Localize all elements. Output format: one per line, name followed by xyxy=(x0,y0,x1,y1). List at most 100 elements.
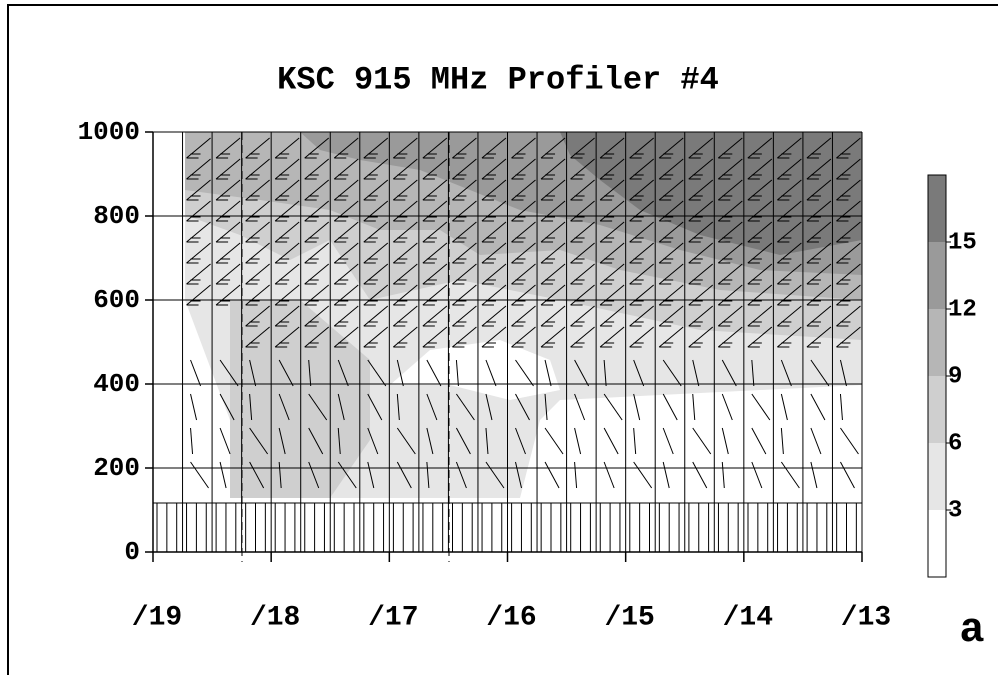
wind-barb xyxy=(747,242,773,264)
wind-barb xyxy=(215,158,241,180)
wind-barb xyxy=(544,393,548,421)
wind-barb xyxy=(658,221,684,243)
wind-barb xyxy=(810,461,818,489)
colorbar-band xyxy=(928,443,946,510)
wind-barb xyxy=(422,242,448,264)
wind-barb xyxy=(717,305,743,327)
wind-barb xyxy=(840,461,855,489)
wind-barb xyxy=(777,158,802,180)
wind-barb xyxy=(274,326,300,348)
wind-barb xyxy=(836,137,861,159)
wind-barb xyxy=(308,393,328,421)
wind-barb xyxy=(540,326,566,348)
wind-barb xyxy=(245,137,270,159)
wind-barb xyxy=(485,427,489,455)
wind-barb xyxy=(304,158,330,180)
wind-barb xyxy=(363,242,389,264)
wind-barb xyxy=(245,158,270,180)
colorbar-band xyxy=(928,242,946,309)
wind-barb xyxy=(747,200,773,222)
y-tick-label: 1000 xyxy=(78,117,140,147)
wind-barb xyxy=(245,221,270,243)
wind-barb xyxy=(190,427,194,455)
wind-barb xyxy=(570,200,595,222)
wind-barb xyxy=(363,263,389,285)
colorbar-band xyxy=(928,510,946,577)
wind-barb xyxy=(337,359,349,387)
wind-barb xyxy=(836,263,861,285)
wind-barb xyxy=(278,359,294,387)
wind-barb xyxy=(540,263,566,285)
wind-barb xyxy=(393,242,418,264)
wind-barb xyxy=(249,359,257,387)
wind-barb xyxy=(333,326,359,348)
wind-barb xyxy=(452,221,477,243)
wind-barb xyxy=(367,393,383,421)
wind-barb xyxy=(692,393,696,421)
wind-barb xyxy=(662,393,678,421)
wind-barb xyxy=(603,393,623,421)
wind-barb xyxy=(396,461,412,489)
wind-barb xyxy=(810,359,830,387)
wind-barb xyxy=(455,427,471,455)
wind-barb xyxy=(544,461,560,489)
wind-barb xyxy=(333,179,359,201)
wind-barb xyxy=(599,179,625,201)
wind-barb xyxy=(245,284,270,306)
wind-barb xyxy=(367,461,375,489)
wind-barb xyxy=(426,461,430,489)
wind-barb xyxy=(688,179,714,201)
wind-barb xyxy=(274,242,300,264)
wind-barb xyxy=(333,263,359,285)
wind-barb xyxy=(274,179,300,201)
wind-barb xyxy=(396,359,404,387)
wind-barb xyxy=(337,393,345,421)
wind-barb xyxy=(274,221,300,243)
colorbar-tick-label: 6 xyxy=(948,430,962,457)
wind-barb xyxy=(481,305,507,327)
wind-barb xyxy=(215,137,241,159)
wind-barb xyxy=(452,305,477,327)
wind-barb xyxy=(836,326,861,348)
wind-barb xyxy=(747,305,773,327)
wind-barb xyxy=(658,200,684,222)
wind-barb xyxy=(363,284,389,306)
y-tick-label: 600 xyxy=(93,285,140,315)
wind-barb xyxy=(570,284,595,306)
wind-barb xyxy=(304,179,330,201)
wind-barb xyxy=(422,263,448,285)
wind-barb xyxy=(599,200,625,222)
wind-barb xyxy=(717,263,743,285)
wind-barb xyxy=(511,242,536,264)
wind-barb xyxy=(806,221,832,243)
wind-barb xyxy=(806,200,832,222)
wind-barb xyxy=(540,242,566,264)
wind-barb xyxy=(806,326,832,348)
wind-barb xyxy=(274,305,300,327)
wind-barb xyxy=(515,393,530,421)
wind-barb xyxy=(511,263,536,285)
wind-barb xyxy=(717,200,743,222)
frame xyxy=(7,4,998,675)
wind-barb xyxy=(603,427,619,455)
wind-barb xyxy=(219,461,227,489)
x-tick-label: /13 xyxy=(841,602,891,633)
wind-barb xyxy=(599,326,625,348)
wind-barb xyxy=(363,221,389,243)
wind-barb xyxy=(540,158,566,180)
wind-barb xyxy=(186,284,211,306)
wind-barb xyxy=(363,179,389,201)
wind-barb xyxy=(747,221,773,243)
wind-barb xyxy=(836,179,861,201)
wind-barb xyxy=(692,427,712,455)
wind-barb xyxy=(658,137,684,159)
contour-region xyxy=(390,340,560,400)
wind-barb xyxy=(777,179,802,201)
wind-barb xyxy=(363,200,389,222)
wind-barb xyxy=(658,305,684,327)
wind-barb xyxy=(219,393,235,421)
wind-barb xyxy=(544,359,552,387)
wind-barb xyxy=(806,263,832,285)
chart-title: KSC 915 MHz Profiler #4 xyxy=(277,61,719,98)
wind-barb xyxy=(452,137,477,159)
